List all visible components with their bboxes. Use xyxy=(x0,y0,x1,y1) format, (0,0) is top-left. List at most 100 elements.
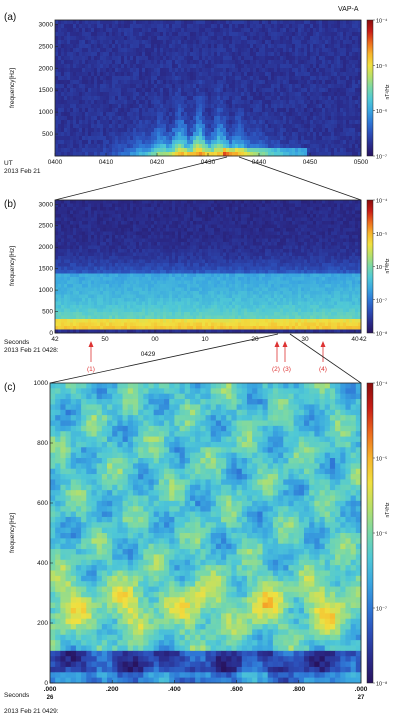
panel-a-heat-cell xyxy=(223,68,227,73)
panel-a-heat-cell xyxy=(268,128,272,133)
panel-b-heat-cell xyxy=(97,207,101,211)
panel-b-heat-cell xyxy=(73,238,77,243)
panel-a-heat-cell xyxy=(217,84,221,89)
panel-b-heat-cell xyxy=(289,221,293,225)
panel-a-heat-cell xyxy=(340,68,344,73)
panel-a-heat-cell xyxy=(271,120,275,125)
panel-b-heat-cell xyxy=(85,231,89,236)
panel-a-heat-cell xyxy=(205,100,209,105)
panel-a-heat-cell xyxy=(217,108,221,113)
panel-a-heat-cell xyxy=(214,144,218,149)
panel-a-heat-cell xyxy=(304,104,308,109)
panel-a-heat-cell xyxy=(202,28,206,33)
panel-a-heat-cell xyxy=(55,96,59,101)
panel-b-heat-cell xyxy=(295,242,299,246)
panel-a-heat-cell xyxy=(190,40,194,45)
panel-a-heat-cell xyxy=(307,116,311,121)
panel-b-heat-cell xyxy=(76,242,80,246)
panel-a-heat-cell xyxy=(79,104,83,109)
panel-a-heat-cell xyxy=(235,44,239,49)
panel-a-heat-cell xyxy=(190,100,194,105)
panel-a-heat-cell xyxy=(106,112,110,117)
panel-b-heat-cell xyxy=(268,210,272,215)
panel-a-heat-cell xyxy=(133,76,137,81)
panel-a-heat-cell xyxy=(235,40,239,45)
panel-a-heat-cell xyxy=(121,20,125,25)
panel-a-heat-cell xyxy=(328,64,332,69)
panel-a-heat-cell xyxy=(193,96,197,101)
panel-a-heat-cell xyxy=(265,80,269,85)
panel-a-heat-cell xyxy=(190,108,194,113)
panel-a-heat-cell xyxy=(352,44,356,49)
panel-a-ytick-label: 2000 xyxy=(39,65,54,72)
panel-b-heat-cell xyxy=(109,235,113,239)
panel-a-heat-cell xyxy=(286,72,290,77)
panel-a-heat-cell xyxy=(205,48,209,53)
panel-b-heat-cell xyxy=(172,214,176,218)
panel-a-heat-cell xyxy=(280,108,284,113)
panel-b-heat-cell xyxy=(343,210,347,215)
panel-a-heat-cell xyxy=(328,84,332,89)
panel-a-heat-cell xyxy=(352,64,356,69)
panel-b-heat-cell xyxy=(70,207,74,211)
panel-b-heat-cell xyxy=(55,207,59,211)
panel-a-heat-cell xyxy=(250,104,254,109)
panel-a-heat-cell xyxy=(91,56,95,61)
panel-b-heat-cell xyxy=(232,242,236,246)
panel-a-heat-cell xyxy=(55,128,59,133)
panel-b-heat-cell xyxy=(274,203,278,208)
panel-a-heat-cell xyxy=(286,104,290,109)
panel-a-heat-cell xyxy=(337,148,341,153)
panel-a-heat-cell xyxy=(142,128,146,133)
panel-b-heat-cell xyxy=(115,235,119,239)
panel-a-heat-cell xyxy=(265,36,269,41)
panel-b-heat-cell xyxy=(130,217,134,222)
panel-b-heat-cell xyxy=(91,221,95,225)
panel-a-heat-cell xyxy=(340,80,344,85)
panel-a-heat-cell xyxy=(253,56,257,61)
panel-a-heat-cell xyxy=(277,108,281,113)
panel-b-heat-cell xyxy=(139,214,143,218)
panel-a-heat-cell xyxy=(70,100,74,105)
panel-a-heat-cell xyxy=(76,92,80,97)
panel-b-heat-cell xyxy=(280,235,284,239)
panel-b-heat-cell xyxy=(175,242,179,246)
panel-a-heat-cell xyxy=(352,140,356,145)
panel-a-heat-cell xyxy=(235,32,239,37)
panel-a-heat-cell xyxy=(163,76,167,81)
panel-a-heat-cell xyxy=(217,64,221,69)
panel-a-cbar-label: 10⁻⁵ xyxy=(376,63,387,70)
panel-a-heat-cell xyxy=(166,116,170,121)
panel-b-heat-cell xyxy=(121,228,125,232)
panel-b-heat-cell xyxy=(301,210,305,215)
panel-a-heat-cell xyxy=(262,124,266,129)
panel-a-heat-cell xyxy=(187,48,191,53)
panel-a-heat-cell xyxy=(310,116,314,121)
panel-a-heat-cell xyxy=(283,40,287,45)
panel-b-heat-cell xyxy=(127,242,131,246)
panel-a-heat-cell xyxy=(253,132,257,137)
panel-a-heat-cell xyxy=(226,76,230,81)
panel-a-heat-cell xyxy=(316,48,320,53)
panel-a-heat-cell xyxy=(70,40,74,45)
panel-b-heat-cell xyxy=(181,235,185,239)
panel-a-heat-cell xyxy=(118,100,122,105)
panel-b-heat-cell xyxy=(199,249,203,253)
panel-a-heat-cell xyxy=(133,20,137,25)
panel-a-heat-cell xyxy=(334,68,338,73)
panel-b-heat-cell xyxy=(199,200,203,204)
panel-b-heat-cell xyxy=(178,249,182,253)
panel-a-heat-cell xyxy=(55,92,59,97)
panel-a-heat-cell xyxy=(298,40,302,45)
panel-b-heat-cell xyxy=(193,224,197,229)
panel-a-heat-cell xyxy=(322,148,326,153)
panel-a-heat-cell xyxy=(76,84,80,89)
panel-a-heat-cell xyxy=(325,36,329,41)
panel-a-heat-cell xyxy=(94,72,98,77)
panel-b-heat-cell xyxy=(355,200,359,204)
panel-a-heat-cell xyxy=(343,72,347,77)
panel-b-heat-cell xyxy=(325,200,329,204)
panel-a-heat-cell xyxy=(325,72,329,77)
panel-a-heat-cell xyxy=(199,136,203,141)
panel-a-heat-cell xyxy=(184,108,188,113)
